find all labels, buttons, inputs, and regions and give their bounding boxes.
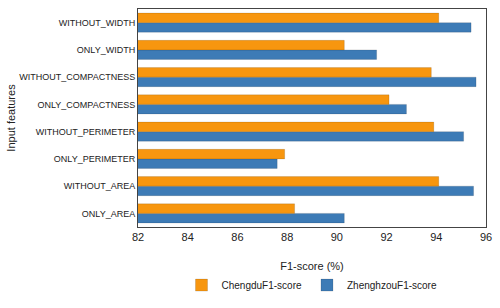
svg-text:84: 84 (182, 231, 194, 243)
svg-text:82: 82 (132, 231, 144, 243)
svg-text:90: 90 (331, 231, 343, 243)
svg-text:WITHOUT_WIDTH: WITHOUT_WIDTH (59, 18, 136, 28)
svg-text:ONLY_WIDTH: ONLY_WIDTH (77, 45, 135, 55)
svg-text:WITHOUT_AREA: WITHOUT_AREA (64, 181, 136, 191)
svg-text:86: 86 (231, 231, 243, 243)
svg-text:ZhenghzouF1-score: ZhenghzouF1-score (347, 280, 437, 291)
svg-text:88: 88 (281, 231, 293, 243)
svg-text:Input features: Input features (5, 84, 17, 152)
svg-text:F1-score (%): F1-score (%) (280, 260, 344, 272)
svg-text:96: 96 (480, 231, 492, 243)
svg-text:ChengduF1-score: ChengduF1-score (222, 280, 302, 291)
svg-text:WITHOUT_PERIMETER: WITHOUT_PERIMETER (36, 127, 136, 137)
svg-text:ONLY_AREA: ONLY_AREA (82, 209, 135, 219)
svg-text:92: 92 (380, 231, 392, 243)
svg-text:94: 94 (430, 231, 442, 243)
svg-text:ONLY_COMPACTNESS: ONLY_COMPACTNESS (38, 100, 136, 110)
svg-text:WITHOUT_COMPACTNESS: WITHOUT_COMPACTNESS (19, 72, 135, 82)
svg-text:ONLY_PERIMETER: ONLY_PERIMETER (54, 154, 136, 164)
